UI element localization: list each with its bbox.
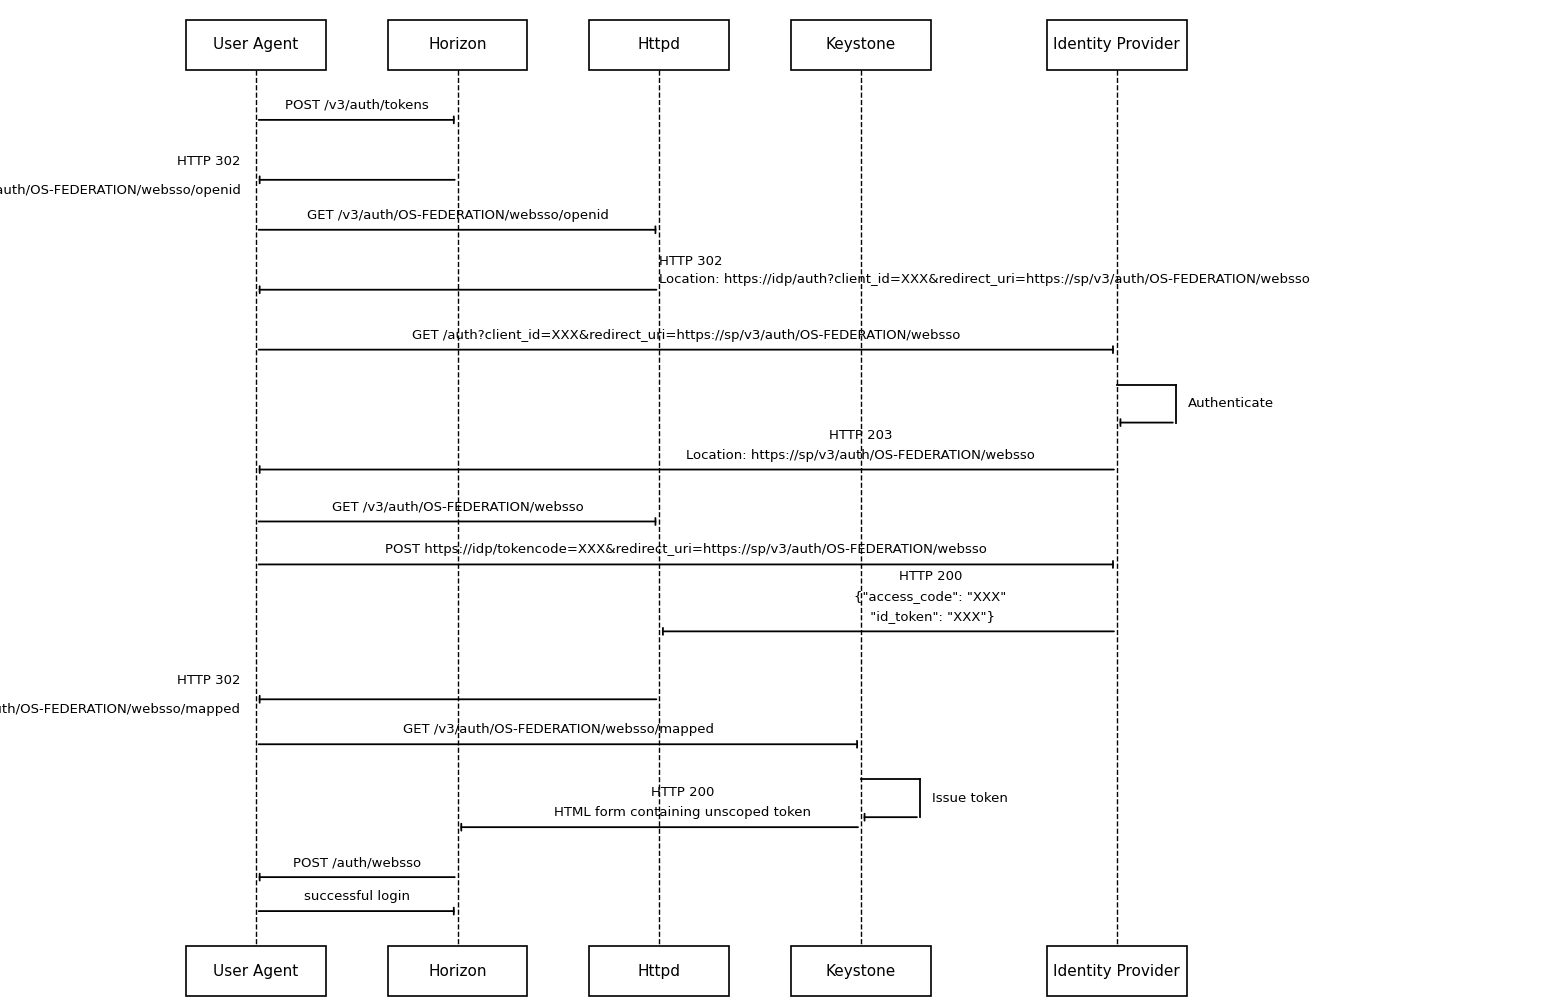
Text: HTTP 203: HTTP 203 bbox=[830, 429, 892, 442]
FancyBboxPatch shape bbox=[1047, 946, 1187, 996]
Text: POST /auth/websso: POST /auth/websso bbox=[293, 856, 420, 869]
Text: GET /v3/auth/OS-FEDERATION/websso/openid: GET /v3/auth/OS-FEDERATION/websso/openid bbox=[307, 209, 608, 222]
Text: Identity Provider: Identity Provider bbox=[1053, 37, 1180, 53]
Text: "id_token": "XXX"}: "id_token": "XXX"} bbox=[865, 610, 996, 623]
FancyBboxPatch shape bbox=[388, 20, 527, 70]
Text: Httpd: Httpd bbox=[637, 37, 681, 53]
Text: Location: /v3/auth/OS-FEDERATION/websso/openid: Location: /v3/auth/OS-FEDERATION/websso/… bbox=[0, 184, 240, 197]
Text: POST /v3/auth/tokens: POST /v3/auth/tokens bbox=[285, 99, 428, 112]
Text: Horizon: Horizon bbox=[428, 963, 487, 979]
Text: HTTP 302: HTTP 302 bbox=[177, 674, 240, 687]
FancyBboxPatch shape bbox=[186, 946, 326, 996]
Text: Horizon: Horizon bbox=[428, 37, 487, 53]
Text: Location: https://sp/v3/auth/OS-FEDERATION/websso: Location: https://sp/v3/auth/OS-FEDERATI… bbox=[687, 449, 1035, 462]
Text: GET /auth?client_id=XXX&redirect_uri=https://sp/v3/auth/OS-FEDERATION/websso: GET /auth?client_id=XXX&redirect_uri=htt… bbox=[413, 329, 960, 342]
FancyBboxPatch shape bbox=[589, 20, 729, 70]
Text: POST https://idp/tokencode=XXX&redirect_uri=https://sp/v3/auth/OS-FEDERATION/web: POST https://idp/tokencode=XXX&redirect_… bbox=[385, 543, 988, 556]
Text: HTML form containing unscoped token: HTML form containing unscoped token bbox=[554, 806, 811, 819]
Text: User Agent: User Agent bbox=[214, 37, 298, 53]
Text: GET /v3/auth/OS-FEDERATION/websso: GET /v3/auth/OS-FEDERATION/websso bbox=[332, 500, 583, 513]
Text: Authenticate: Authenticate bbox=[1188, 397, 1275, 411]
Text: Location: /v3/auth/OS-FEDERATION/websso/mapped: Location: /v3/auth/OS-FEDERATION/websso/… bbox=[0, 703, 240, 716]
FancyBboxPatch shape bbox=[1047, 20, 1187, 70]
Text: Issue token: Issue token bbox=[932, 791, 1008, 805]
Text: User Agent: User Agent bbox=[214, 963, 298, 979]
FancyBboxPatch shape bbox=[589, 946, 729, 996]
Text: GET /v3/auth/OS-FEDERATION/websso/mapped: GET /v3/auth/OS-FEDERATION/websso/mapped bbox=[403, 723, 713, 736]
Text: Httpd: Httpd bbox=[637, 963, 681, 979]
FancyBboxPatch shape bbox=[186, 20, 326, 70]
FancyBboxPatch shape bbox=[388, 946, 527, 996]
Text: HTTP 200: HTTP 200 bbox=[900, 570, 962, 583]
Text: HTTP 200: HTTP 200 bbox=[651, 786, 713, 799]
Text: {"access_code": "XXX": {"access_code": "XXX" bbox=[855, 590, 1007, 603]
FancyBboxPatch shape bbox=[791, 946, 931, 996]
Text: HTTP 302: HTTP 302 bbox=[659, 255, 723, 268]
Text: successful login: successful login bbox=[304, 890, 409, 903]
Text: Keystone: Keystone bbox=[825, 37, 896, 53]
FancyBboxPatch shape bbox=[791, 20, 931, 70]
Text: HTTP 302: HTTP 302 bbox=[177, 155, 240, 168]
Text: Keystone: Keystone bbox=[825, 963, 896, 979]
Text: Identity Provider: Identity Provider bbox=[1053, 963, 1180, 979]
Text: Location: https://idp/auth?client_id=XXX&redirect_uri=https://sp/v3/auth/OS-FEDE: Location: https://idp/auth?client_id=XXX… bbox=[659, 273, 1311, 286]
